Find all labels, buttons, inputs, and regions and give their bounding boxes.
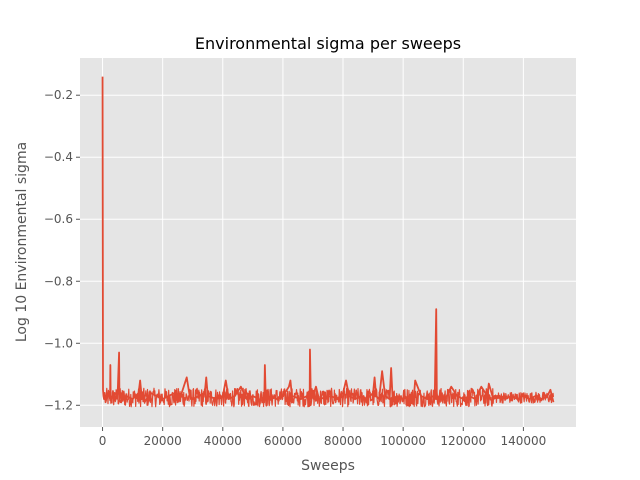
chart-title: Environmental sigma per sweeps (195, 34, 461, 53)
x-tick-label: 0 (99, 434, 107, 448)
y-tick-label: −0.4 (44, 150, 73, 164)
y-tick-label: −1.2 (44, 398, 73, 412)
x-tick-label: 140000 (500, 434, 546, 448)
x-tick-label: 20000 (144, 434, 182, 448)
y-axis-ticks: −0.2 −0.4 −0.6 −0.8 −1.0 −1.2 (44, 88, 80, 412)
series-line (101, 76, 555, 404)
plot-background (80, 58, 576, 427)
x-tick-label: 40000 (204, 434, 242, 448)
x-tick-label: 60000 (264, 434, 302, 448)
y-tick-label: −0.6 (44, 212, 73, 226)
x-tick-label: 120000 (440, 434, 486, 448)
series-group (101, 76, 555, 404)
y-tick-label: −0.8 (44, 274, 73, 288)
y-tick-label: −0.2 (44, 88, 73, 102)
x-axis-label: Sweeps (301, 458, 355, 474)
x-tick-label: 100000 (380, 434, 426, 448)
x-axis-ticks: 0 20000 40000 60000 80000 100000 120000 140000 (99, 427, 546, 448)
y-tick-label: −1.0 (44, 336, 73, 350)
y-axis-label: Log 10 Environmental sigma (14, 142, 30, 342)
x-tick-label: 80000 (324, 434, 362, 448)
grid (80, 58, 576, 427)
